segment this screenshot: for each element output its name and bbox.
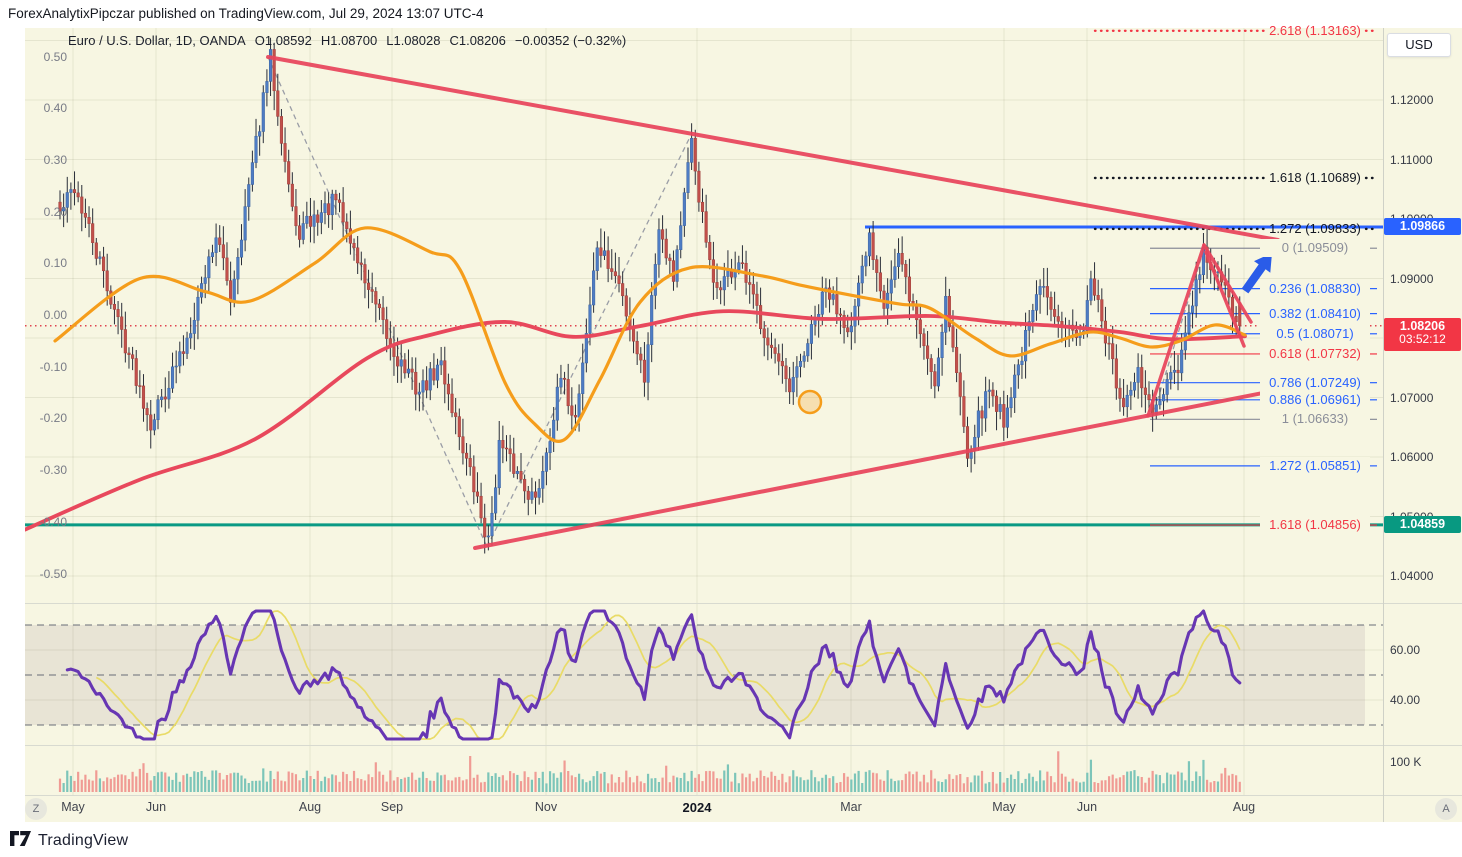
- fib-level-label: 0.786 (1.07249): [1260, 373, 1370, 392]
- rsi-plot[interactable]: [25, 603, 1462, 745]
- fib-level-label: 1.618 (1.10689): [1269, 170, 1361, 185]
- fib-level-label: 1 (1.06633): [1260, 410, 1370, 429]
- time-axis-label: Jun: [1076, 800, 1098, 814]
- symbol-title: Euro / U.S. Dollar, 1D, OANDA: [68, 33, 246, 48]
- fib-level-label: 0.382 (1.08410): [1260, 304, 1370, 323]
- time-axis-label: Sep: [380, 800, 404, 814]
- time-axis-label: Jun: [145, 800, 167, 814]
- time-axis-label: Nov: [534, 800, 558, 814]
- symbol-legend: Euro / U.S. Dollar, 1D, OANDA O1.08592 H1.…: [68, 33, 635, 48]
- fib-level-label: 1.272 (1.09833): [1269, 220, 1361, 236]
- last-price-value: 1.08206: [1399, 318, 1446, 333]
- fib-level-label: 2.618 (1.13163): [1269, 22, 1361, 38]
- bar-countdown: 03:52:12: [1399, 331, 1446, 346]
- price-axis-tick[interactable]: 1.09000: [1390, 271, 1434, 286]
- left-scale-tick: 0.20: [43, 204, 67, 219]
- fib-level-label: 1.272 (1.05851): [1260, 456, 1370, 475]
- support-line-price-label: 1.04859: [1384, 516, 1461, 534]
- timezone-button[interactable]: Z: [25, 798, 47, 820]
- pane-separator[interactable]: [25, 745, 1462, 746]
- time-axis-label: Mar: [840, 800, 862, 814]
- left-scale-tick: 0.50: [43, 49, 67, 64]
- left-scale-tick: 0.00: [43, 308, 67, 322]
- price-axis-tick[interactable]: 1.07000: [1390, 390, 1434, 405]
- time-axis-label: May: [61, 800, 85, 814]
- price-axis-tick[interactable]: 1.04000: [1390, 569, 1434, 583]
- tradingview-logo[interactable]: TradingView: [10, 831, 128, 851]
- ohlc-open: O1.08592: [254, 33, 312, 48]
- chart-panel[interactable]: Euro / U.S. Dollar, 1D, OANDA O1.08592 H1.…: [25, 23, 1462, 822]
- auto-scale-button[interactable]: A: [1435, 798, 1457, 820]
- currency-toggle-button[interactable]: USD: [1387, 33, 1451, 57]
- time-axis-label: Aug: [298, 800, 322, 814]
- tradingview-logo-text: TradingView: [38, 832, 129, 849]
- volume-axis-tick[interactable]: 100 K: [1390, 755, 1422, 769]
- publish-watermark: ForexAnalytixPipczar published on Tradin…: [8, 6, 484, 21]
- rsi-axis-tick[interactable]: 60.00: [1390, 643, 1421, 657]
- resistance-line-price-label: 1.09866: [1384, 218, 1461, 236]
- ohlc-close: C1.08206: [449, 33, 506, 48]
- left-scale-tick: -0.40: [39, 514, 67, 529]
- pane-separator[interactable]: [25, 603, 1462, 604]
- volume-plot[interactable]: [25, 745, 1462, 795]
- time-axis-label: May: [992, 800, 1016, 814]
- left-scale-tick: 0.10: [43, 256, 67, 271]
- time-axis-label: Aug: [1232, 800, 1256, 814]
- left-scale-tick: -0.30: [39, 463, 67, 478]
- time-axis-label: 2024: [682, 800, 712, 815]
- time-axis[interactable]: May Jun Aug Sep Nov 2024 Mar May Jun Aug: [25, 795, 1462, 822]
- fib-level-label: 0.618 (1.07732): [1260, 344, 1370, 363]
- fib-level-label: 0.886 (1.06961): [1260, 390, 1370, 409]
- price-axis-tick[interactable]: 1.06000: [1390, 450, 1434, 464]
- candlestick-plot[interactable]: [25, 28, 1462, 603]
- fib-level-label: 0.236 (1.08830): [1260, 279, 1370, 298]
- axis-separator: [25, 795, 1462, 796]
- left-scale-tick: -0.20: [39, 411, 67, 426]
- fib-level-label: 0 (1.09509): [1260, 239, 1370, 258]
- fib-level-label: 0.5 (1.08071): [1260, 324, 1370, 343]
- ohlc-low: L1.08028: [386, 33, 441, 48]
- price-axis-tick[interactable]: 1.12000: [1390, 93, 1434, 107]
- ohlc-change: −0.00352 (−0.32%): [514, 33, 627, 48]
- last-price-label: 1.08206 03:52:12: [1384, 317, 1461, 351]
- price-axis-border: [1383, 28, 1384, 822]
- left-scale-tick: 0.40: [43, 101, 67, 116]
- fib-level-label: 1.618 (1.04856): [1260, 516, 1370, 535]
- left-scale-tick: 0.30: [43, 152, 67, 167]
- left-scale-tick: -0.10: [39, 359, 67, 374]
- ohlc-high: H1.08700: [320, 33, 378, 48]
- left-scale-tick: -0.50: [39, 566, 67, 581]
- tradingview-logo-icon: [10, 831, 31, 851]
- rsi-axis-tick[interactable]: 40.00: [1390, 693, 1421, 707]
- price-axis-tick[interactable]: 1.11000: [1390, 152, 1433, 167]
